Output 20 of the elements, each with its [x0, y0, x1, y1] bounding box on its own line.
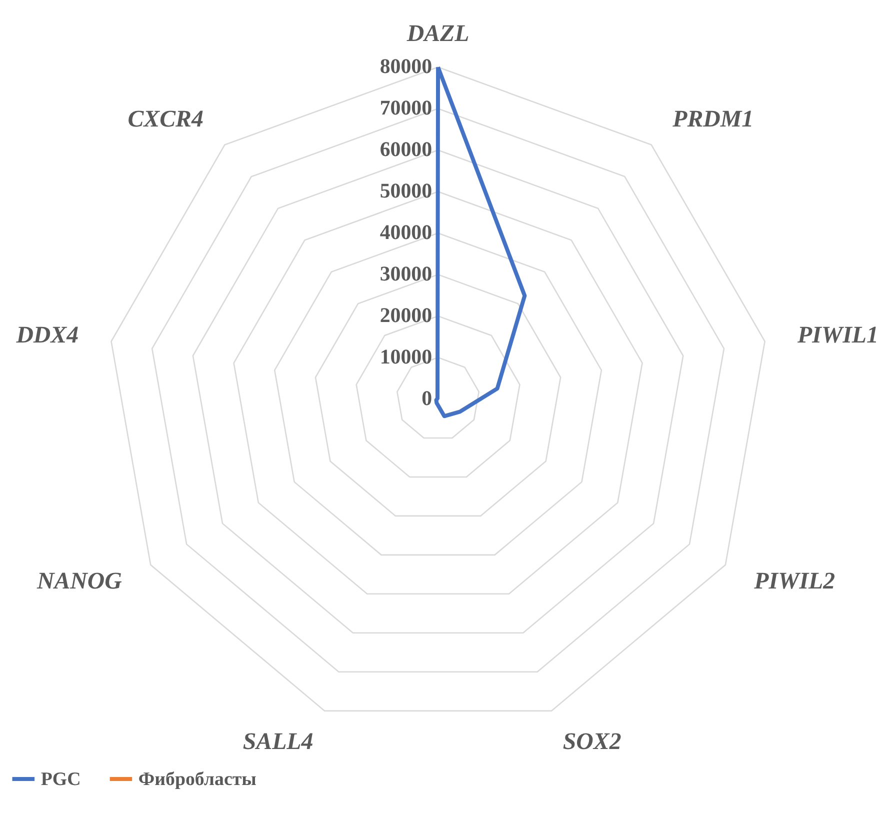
- spoke-label: SALL4: [242, 728, 314, 755]
- spoke-label: SOX2: [562, 728, 622, 755]
- spoke-label: NANOG: [36, 568, 122, 594]
- spoke-label: CXCR4: [128, 106, 204, 132]
- y-tick-label: 80000: [380, 54, 432, 78]
- y-tick-label: 20000: [380, 303, 432, 328]
- y-tick-label: 50000: [380, 178, 432, 203]
- y-tick-label: 60000: [380, 137, 432, 162]
- spoke-label: PRDM1: [672, 106, 754, 132]
- spoke-label: PIWIL1: [796, 322, 878, 349]
- spoke-label: DDX4: [15, 322, 79, 349]
- y-tick-label: 40000: [380, 220, 432, 244]
- y-tick-label: 10000: [380, 344, 432, 368]
- y-tick-label: 30000: [380, 262, 432, 286]
- spoke-label: DAZL: [406, 20, 470, 47]
- y-tick-label: 0: [422, 386, 432, 410]
- legend-label: Фибробласты: [138, 769, 257, 790]
- legend-label: PGC: [40, 769, 81, 790]
- y-tick-label: 70000: [380, 96, 432, 120]
- spoke-label: PIWIL2: [753, 568, 836, 594]
